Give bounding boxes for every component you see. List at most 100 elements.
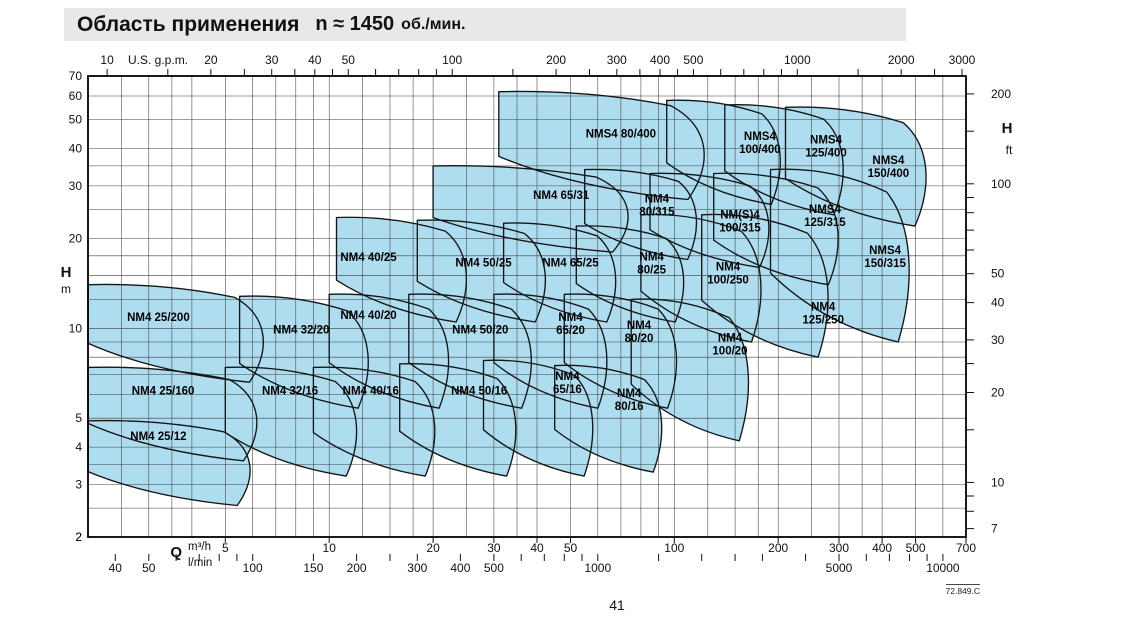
top-axis-label: 10: [100, 53, 114, 67]
bottom-axis-label-m3h: 700: [956, 541, 976, 555]
bottom-axis-label-lmin: 300: [407, 561, 427, 575]
top-axis-title: U.S. g.p.m.: [128, 53, 188, 67]
right-axis-label: 20: [991, 386, 1005, 400]
pump-region-outline: [649, 172, 770, 269]
bottom-axis-label-lmin: 200: [347, 561, 367, 575]
pump-region-label: NM4 50/20: [452, 325, 508, 337]
left-axis-label: 50: [69, 113, 83, 127]
bottom-axis-label-m3h: 30: [487, 541, 501, 555]
pump-region-outline: [482, 359, 594, 477]
pump-region-label: NM4 65/25: [542, 258, 599, 270]
pump-region-label: NM4 40/20: [340, 310, 396, 322]
pump-region-outline: [575, 225, 685, 323]
bottom-axis-label-lmin: 150: [303, 561, 323, 575]
left-axis-unit-m: m: [61, 282, 71, 296]
pump-region-label: NMS4 80/400: [586, 128, 656, 140]
pump-region-label: NM4 25/200: [127, 312, 190, 324]
pump-region-fill: [631, 299, 749, 441]
pump-region-label: NM4 40/25: [340, 252, 397, 264]
pump-region-label: 80/16: [615, 401, 644, 413]
page-title: Область применения: [77, 12, 300, 36]
left-axis-label: 20: [69, 231, 83, 245]
bottom-axis-label-m3h: 400: [872, 541, 892, 555]
pump-region-outline: [498, 90, 705, 201]
pump-region-fill: [88, 367, 257, 461]
pump-region-outline: [784, 106, 927, 227]
bottom-axis-label-lmin: 1000: [584, 561, 611, 575]
pump-region-outline: [502, 222, 617, 323]
pump-region-label: 125/400: [805, 147, 847, 159]
left-axis-label: 2: [75, 530, 82, 544]
pump-region-outline: [408, 293, 532, 409]
pump-region-outline: [554, 364, 663, 473]
pump-region-outline: [416, 219, 546, 323]
pump-region-outline: [312, 366, 436, 477]
bottom-axis-label-m3h: 200: [768, 541, 788, 555]
left-axis-label: 60: [69, 89, 83, 103]
right-axis-label: 40: [991, 296, 1005, 310]
pump-region-fill: [498, 91, 705, 200]
pump-region-outline: [493, 293, 608, 409]
bottom-axis-label-m3h: 40: [530, 541, 544, 555]
pump-region-outline: [584, 168, 698, 261]
title-speed: n ≈ 1450: [315, 13, 395, 35]
pump-region-label: 125/250: [802, 315, 844, 327]
pump-region-label: NM4 40/16: [343, 385, 399, 397]
page-number: 41: [609, 597, 625, 613]
pump-region-label: 150/315: [864, 258, 906, 270]
bottom-axis-label-m3h: 500: [906, 541, 926, 555]
pump-region-label: 100/400: [739, 144, 781, 156]
pump-region-label: NMS4: [810, 134, 843, 146]
pump-region-label: NM4: [640, 252, 665, 264]
top-axis-label: 50: [342, 53, 356, 67]
pump-region-label: NM4 50/16: [451, 385, 507, 397]
left-axis-label: 5: [75, 411, 82, 425]
pump-region-outline: [335, 216, 467, 323]
pump-region-label: 80/25: [637, 265, 666, 277]
right-axis-label: 30: [991, 333, 1005, 347]
bottom-axis-unit-m3h: m³/h: [188, 541, 211, 553]
left-axis-label: 4: [75, 440, 82, 454]
pump-region-label: NM4 65/31: [533, 190, 590, 202]
bottom-axis-label-lmin: 5000: [826, 561, 853, 575]
pump-region-label: NM4 25/160: [132, 385, 195, 397]
pump-region-label: NM4: [617, 388, 642, 400]
bottom-axis-label-m3h: 5: [222, 541, 229, 555]
pump-region-outline: [238, 295, 369, 409]
top-axis-label: 30: [265, 53, 279, 67]
bottom-axis-label-lmin: 50: [142, 561, 156, 575]
top-axis-label: 20: [204, 53, 218, 67]
left-axis-label: 10: [69, 321, 83, 335]
pump-region-label: NM(S)4: [720, 209, 760, 221]
pump-region-label: NM4: [716, 261, 741, 273]
top-axis-label: 3000: [949, 53, 976, 67]
left-axis-label: 30: [69, 179, 83, 193]
top-axis-label: 1000: [784, 53, 811, 67]
pump-region-label: NM4: [645, 193, 670, 205]
bottom-axis-unit-lmin: l/min: [188, 557, 212, 569]
bottom-axis-label-lmin: 40: [109, 561, 123, 575]
left-axis-label: 2: [75, 530, 82, 544]
left-axis-label: 40: [69, 142, 83, 156]
right-axis-label: 10: [991, 475, 1005, 489]
left-axis-label: 3: [75, 477, 82, 491]
pump-region-label: NMS4: [744, 131, 777, 143]
bottom-axis-label-lmin: 400: [450, 561, 470, 575]
bottom-axis-label-lmin: 100: [243, 561, 263, 575]
pump-region-outline: [701, 213, 829, 358]
top-axis-label: 400: [650, 53, 670, 67]
pump-region-label: NM4: [558, 312, 583, 324]
pump-region-label: NM4 50/25: [455, 258, 512, 270]
pump-region-label: NMS4: [872, 155, 905, 167]
pump-region-label: 100/20: [712, 345, 747, 357]
pump-region-outline: [399, 362, 517, 477]
pump-region-label: NMS4: [869, 245, 902, 257]
bottom-axis-label-m3h: 100: [664, 541, 684, 555]
bottom-axis-label-lmin: 500: [484, 561, 504, 575]
bottom-axis-label-m3h: 300: [829, 541, 849, 555]
pump-region-label: 100/250: [707, 274, 749, 286]
pump-region-label: 100/315: [719, 222, 761, 234]
bottom-axis-unit-q: Q: [170, 544, 182, 561]
top-axis-label: 200: [546, 53, 566, 67]
